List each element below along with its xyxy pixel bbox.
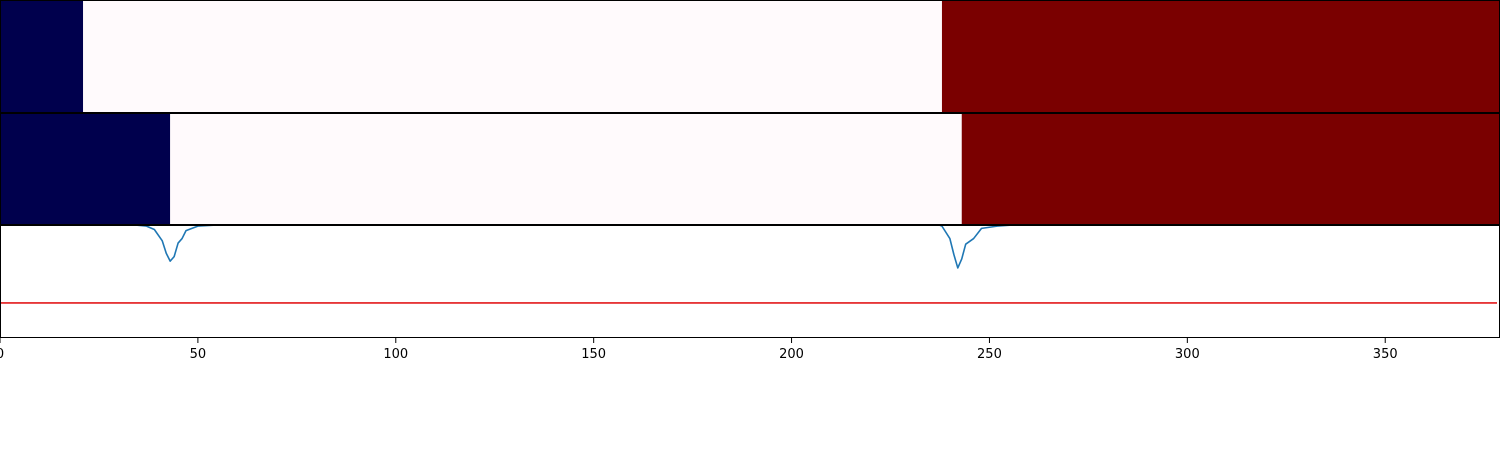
x-tick-label: 300 <box>1175 347 1200 362</box>
x-tick-label: 150 <box>581 347 606 362</box>
segment-1 <box>0 0 84 113</box>
segment-3 <box>941 0 1500 113</box>
panel-frame <box>0 225 1500 338</box>
x-tick-label: 200 <box>779 347 804 362</box>
x-tick-label: 100 <box>383 347 408 362</box>
x-tick-label: 350 <box>1373 347 1398 362</box>
segment-2 <box>170 113 962 225</box>
panel-segment-strip-2 <box>0 113 1500 225</box>
panel-segment-strip-1 <box>0 0 1500 113</box>
segment-1 <box>0 113 171 225</box>
segment-2 <box>83 0 942 113</box>
x-axis: 0 50 100 150 200 250 300 350 <box>0 338 1398 362</box>
segment-3 <box>961 113 1500 225</box>
panel-line-plot <box>0 225 1500 338</box>
series-line-1 <box>128 225 1014 269</box>
x-tick-label: 50 <box>190 347 207 362</box>
x-tick-label: 0 <box>0 347 4 362</box>
x-tick-label: 250 <box>977 347 1002 362</box>
